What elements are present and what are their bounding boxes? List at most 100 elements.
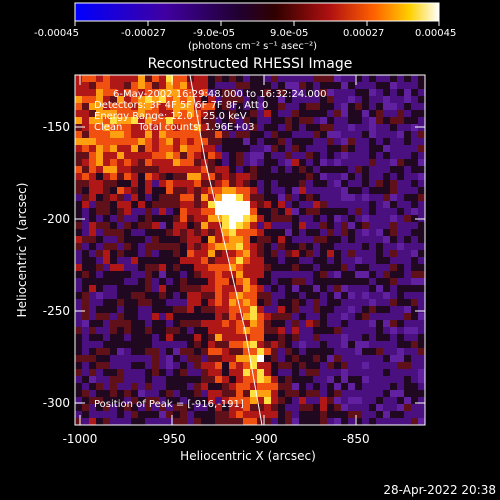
heatmap-cell [194, 173, 201, 180]
heatmap-cell [320, 215, 327, 222]
heatmap-cell [159, 376, 166, 383]
heatmap-cell [208, 166, 215, 173]
heatmap-cell [117, 138, 124, 145]
heatmap-cell [271, 82, 278, 89]
heatmap-cell [194, 334, 201, 341]
heatmap-cell [201, 96, 208, 103]
heatmap-cell [75, 376, 82, 383]
heatmap-cell [236, 96, 243, 103]
heatmap-cell [173, 411, 180, 418]
heatmap-cell [369, 418, 376, 425]
heatmap-cell [82, 110, 89, 117]
heatmap-cell [411, 201, 418, 208]
heatmap-cell [306, 383, 313, 390]
heatmap-cell [418, 145, 425, 152]
heatmap-cell [243, 166, 250, 173]
heatmap-cell [110, 166, 117, 173]
heatmap-cell [369, 117, 376, 124]
heatmap-cell [418, 180, 425, 187]
heatmap-cell [383, 138, 390, 145]
heatmap-cell [334, 222, 341, 229]
heatmap-cell [75, 313, 82, 320]
heatmap-cell [131, 159, 138, 166]
heatmap-cell [306, 390, 313, 397]
heatmap-cell [313, 411, 320, 418]
heatmap-cell [390, 243, 397, 250]
heatmap-cell [334, 278, 341, 285]
heatmap-cell [299, 271, 306, 278]
heatmap-cell [103, 285, 110, 292]
heatmap-cell [229, 418, 236, 425]
heatmap-cell [215, 397, 222, 404]
heatmap-cell [124, 145, 131, 152]
heatmap-cell [138, 173, 145, 180]
heatmap-cell [124, 173, 131, 180]
heatmap-cell [124, 285, 131, 292]
heatmap-cell [110, 404, 117, 411]
heatmap-cell [229, 369, 236, 376]
heatmap-cell [75, 257, 82, 264]
heatmap-cell [75, 383, 82, 390]
heatmap-cell [327, 313, 334, 320]
heatmap-cell [250, 306, 257, 313]
heatmap-cell [383, 264, 390, 271]
heatmap-cell [292, 96, 299, 103]
heatmap-cell [229, 159, 236, 166]
heatmap-cell [229, 208, 236, 215]
heatmap-cell [236, 138, 243, 145]
heatmap-cell [152, 369, 159, 376]
heatmap-cell [257, 236, 264, 243]
heatmap-cell [166, 313, 173, 320]
heatmap-cell [355, 201, 362, 208]
heatmap-cell [313, 187, 320, 194]
heatmap-cell [243, 145, 250, 152]
heatmap-cell [222, 313, 229, 320]
heatmap-cell [82, 362, 89, 369]
heatmap-cell [320, 145, 327, 152]
heatmap-cell [341, 208, 348, 215]
heatmap-cell [341, 257, 348, 264]
heatmap-cell [411, 138, 418, 145]
heatmap-cell [243, 250, 250, 257]
heatmap-cell [236, 299, 243, 306]
heatmap-cell [243, 299, 250, 306]
heatmap-cell [271, 341, 278, 348]
heatmap-cell [82, 327, 89, 334]
heatmap-cell [124, 250, 131, 257]
heatmap-cell [117, 390, 124, 397]
heatmap-cell [131, 334, 138, 341]
heatmap-cell [278, 404, 285, 411]
heatmap-cell [152, 173, 159, 180]
heatmap-cell [187, 194, 194, 201]
heatmap-cell [369, 341, 376, 348]
heatmap-cell [82, 152, 89, 159]
heatmap-cell [369, 96, 376, 103]
heatmap-cell [159, 89, 166, 96]
heatmap-cell [327, 103, 334, 110]
heatmap-cell [411, 369, 418, 376]
heatmap-cell [103, 341, 110, 348]
heatmap-cell [271, 103, 278, 110]
heatmap-cell [180, 411, 187, 418]
heatmap-cell [341, 180, 348, 187]
heatmap-cell [292, 173, 299, 180]
heatmap-cell [152, 264, 159, 271]
heatmap-cell [390, 96, 397, 103]
heatmap-cell [355, 285, 362, 292]
heatmap-cell [180, 390, 187, 397]
solar-limb-line [189, 75, 263, 425]
heatmap-cell [110, 397, 117, 404]
heatmap-cell [117, 397, 124, 404]
heatmap-cell [201, 138, 208, 145]
heatmap-cell [89, 313, 96, 320]
heatmap-cell [292, 103, 299, 110]
heatmap-cell [208, 334, 215, 341]
heatmap-cell [187, 187, 194, 194]
heatmap-cell [369, 103, 376, 110]
heatmap-cell [397, 369, 404, 376]
heatmap-cell [390, 138, 397, 145]
heatmap-cell [369, 138, 376, 145]
heatmap-cell [138, 320, 145, 327]
heatmap-cell [348, 418, 355, 425]
heatmap-cell [250, 418, 257, 425]
